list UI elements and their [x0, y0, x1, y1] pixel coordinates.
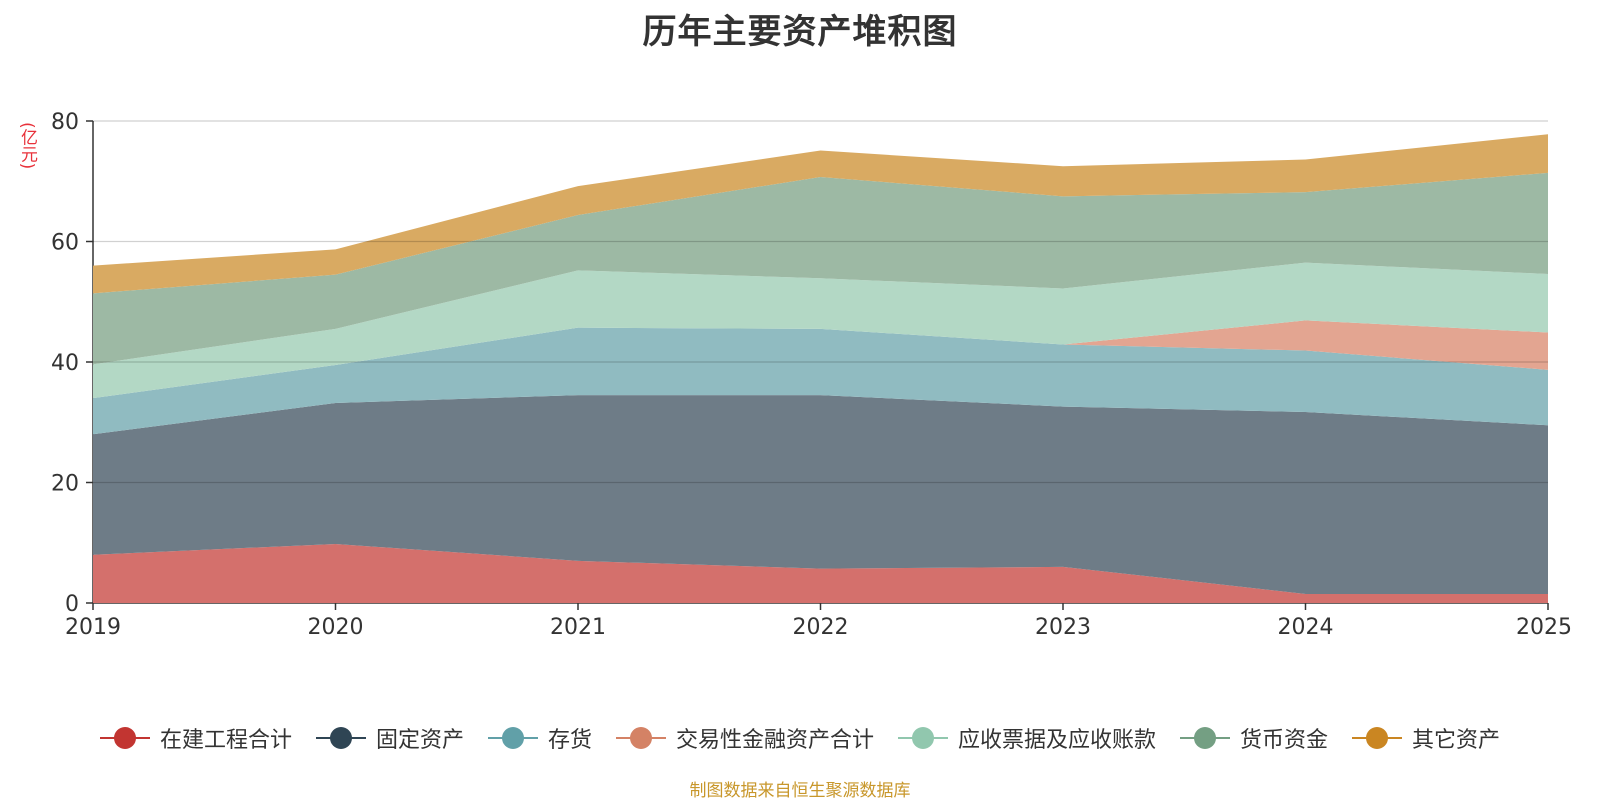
legend-item[interactable]: 固定资产: [315, 722, 464, 754]
area-layer: [93, 134, 1548, 603]
x-tick-label: 2025: [1516, 615, 1572, 640]
legend-label: 货币资金: [1240, 728, 1329, 753]
legend-item[interactable]: 应收票据及应收账款: [898, 722, 1156, 754]
y-tick-label: 20: [51, 472, 79, 497]
legend: 在建工程合计 固定资产 存货 交易性金融资产合计 应收票据及应收账款 货币资金 其它资产: [0, 722, 1600, 754]
area-series-2[interactable]: [93, 327, 1548, 435]
legend-item[interactable]: 在建工程合计: [99, 722, 292, 754]
area-series-6[interactable]: [93, 134, 1548, 294]
area-series-0[interactable]: [93, 543, 1548, 603]
legend-marker-icon: [99, 726, 150, 750]
x-tick-label: 2020: [308, 615, 364, 640]
x-tick-label: 2021: [550, 615, 606, 640]
legend-item[interactable]: 存货: [487, 722, 592, 754]
area-series-5[interactable]: [93, 172, 1548, 365]
area-series-4[interactable]: [93, 262, 1548, 399]
y-axis-unit-label: (亿元): [17, 122, 37, 170]
legend-marker-icon: [898, 726, 948, 750]
area-series-1[interactable]: [93, 395, 1548, 594]
x-tick-label: 2022: [793, 615, 849, 640]
area-series-3[interactable]: [93, 320, 1548, 399]
legend-item[interactable]: 货币资金: [1180, 722, 1328, 754]
chart-title: 历年主要资产堆积图: [642, 12, 958, 52]
y-tick-label: 60: [51, 231, 79, 256]
legend-marker-icon: [315, 726, 366, 750]
legend-label: 其它资产: [1412, 728, 1501, 753]
x-tick-label: 2019: [65, 615, 121, 640]
legend-marker-icon: [1180, 726, 1231, 750]
legend-marker-icon: [615, 726, 666, 750]
legend-label: 固定资产: [375, 728, 464, 753]
x-tick-label: 2024: [1278, 615, 1334, 640]
y-tick-label: 40: [51, 351, 79, 376]
legend-label: 在建工程合计: [159, 728, 292, 753]
y-tick-label: 0: [65, 592, 79, 617]
y-tick-label: 80: [51, 110, 79, 135]
legend-marker-icon: [1352, 726, 1403, 750]
legend-marker-icon: [487, 726, 538, 750]
grid-layer: [93, 120, 1548, 484]
legend-label: 应收票据及应收账款: [958, 728, 1157, 753]
legend-label: 存货: [547, 728, 592, 753]
legend-label: 交易性金融资产合计: [675, 728, 874, 753]
legend-item[interactable]: 其它资产: [1352, 722, 1500, 754]
legend-item[interactable]: 交易性金融资产合计: [615, 722, 874, 754]
x-tick-label: 2023: [1035, 615, 1091, 640]
source-note: 制图数据来自恒生聚源数据库: [689, 781, 911, 800]
